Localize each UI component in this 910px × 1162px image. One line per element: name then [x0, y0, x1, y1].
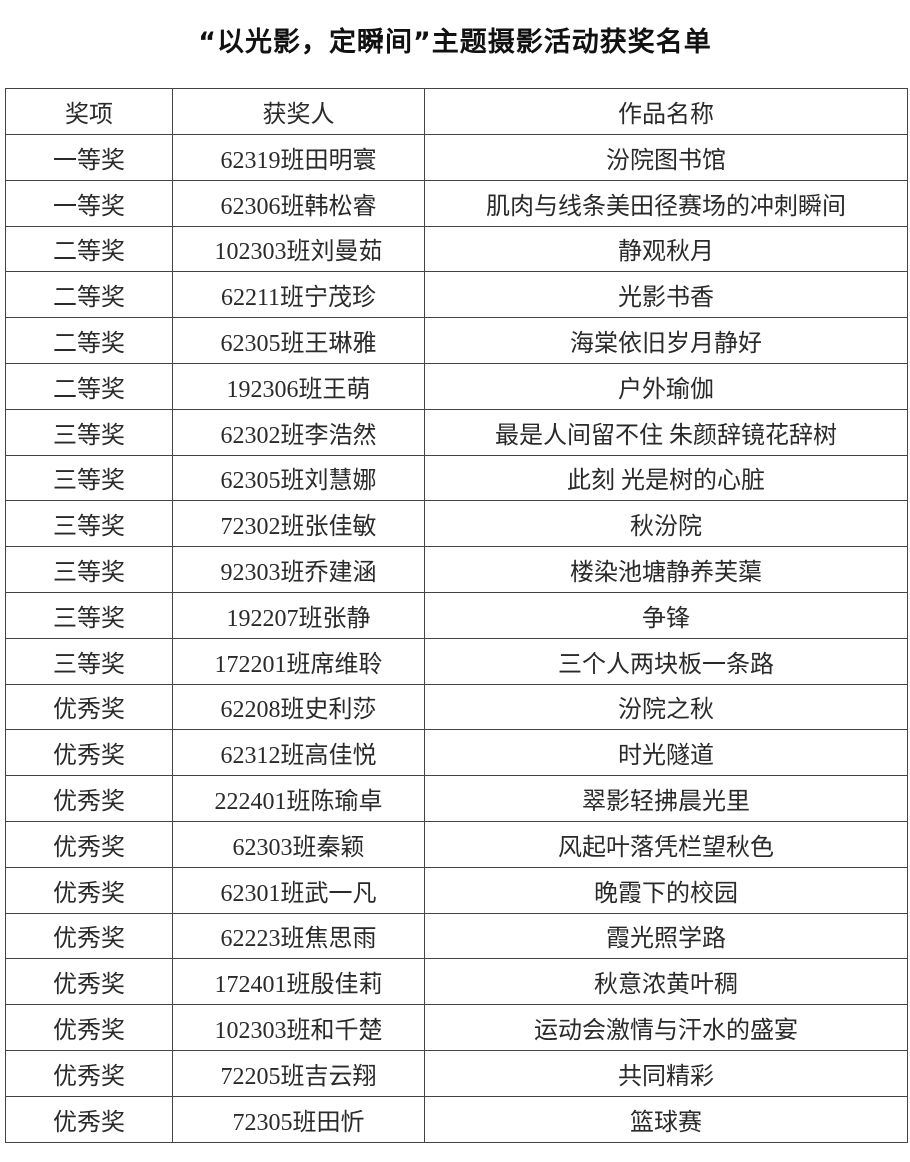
work-title-cell: 汾院之秋 [424, 683, 908, 731]
award-cell: 优秀奖 [5, 1095, 173, 1143]
header-work-title: 作品名称 [424, 88, 908, 135]
work-title-cell: 楼染池塘静养芙蕖 [424, 546, 908, 593]
work-title-cell: 篮球赛 [424, 1095, 908, 1143]
award-cell: 三等奖 [5, 408, 173, 456]
work-title-cell: 霞光照学路 [424, 912, 908, 960]
work-title-cell: 静观秋月 [424, 225, 908, 273]
winner-cell: 192306班王萌 [172, 362, 425, 410]
table-row: 三等奖 72302班张佳敏 秋汾院 [5, 500, 908, 548]
table-row: 一等奖 62306班韩松睿 肌肉与线条美田径赛场的冲刺瞬间 [5, 179, 908, 227]
award-cell: 优秀奖 [5, 958, 173, 1006]
winner-cell: 172201班席维聆 [172, 637, 425, 685]
winner-cell: 172401班殷佳莉 [172, 958, 425, 1006]
document-title: “以光影，定瞬间”主题摄影活动获奖名单 [198, 27, 712, 58]
table-row: 优秀奖 62303班秦颖 风起叶落凭栏望秋色 [5, 820, 908, 868]
work-title-cell: 三个人两块板一条路 [424, 637, 908, 685]
table-row: 优秀奖 62208班史利莎 汾院之秋 [5, 683, 908, 731]
work-title-cell: 汾院图书馆 [424, 134, 908, 181]
table-row: 优秀奖 62223班焦思雨 霞光照学路 [5, 912, 908, 960]
winner-cell: 72302班张佳敏 [172, 500, 425, 548]
work-title-cell: 时光隧道 [424, 729, 908, 777]
award-cell: 一等奖 [5, 134, 173, 181]
work-title-cell: 此刻 光是树的心脏 [424, 454, 908, 502]
work-title-cell: 光影书香 [424, 271, 908, 319]
winner-cell: 72305班田忻 [172, 1095, 425, 1143]
winner-cell: 62312班高佳悦 [172, 729, 425, 777]
table-row: 二等奖 62305班王琳雅 海棠依旧岁月静好 [5, 317, 908, 364]
work-title-cell: 户外瑜伽 [424, 362, 908, 410]
award-cell: 优秀奖 [5, 1004, 173, 1051]
table-row: 二等奖 192306班王萌 户外瑜伽 [5, 362, 908, 410]
header-award: 奖项 [5, 88, 173, 135]
award-cell: 优秀奖 [5, 820, 173, 868]
award-cell: 三等奖 [5, 500, 173, 548]
winner-cell: 102303班刘曼茹 [172, 225, 425, 273]
award-cell: 三等奖 [5, 591, 173, 639]
work-title-cell: 秋意浓黄叶稠 [424, 958, 908, 1006]
award-cell: 优秀奖 [5, 775, 173, 822]
winner-cell: 62302班李浩然 [172, 408, 425, 456]
winner-cell: 102303班和千楚 [172, 1004, 425, 1051]
award-cell: 三等奖 [5, 546, 173, 593]
table-row: 优秀奖 62301班武一凡 晚霞下的校园 [5, 866, 908, 914]
winner-cell: 62319班田明寰 [172, 134, 425, 181]
award-cell: 二等奖 [5, 317, 173, 364]
table-row: 优秀奖 72205班吉云翔 共同精彩 [5, 1049, 908, 1097]
work-title-cell: 共同精彩 [424, 1049, 908, 1097]
award-cell: 二等奖 [5, 362, 173, 410]
table-row: 二等奖 102303班刘曼茹 静观秋月 [5, 225, 908, 273]
table-row: 优秀奖 172401班殷佳莉 秋意浓黄叶稠 [5, 958, 908, 1006]
work-title-cell: 最是人间留不住 朱颜辞镜花辞树 [424, 408, 908, 456]
table-header-row: 奖项 获奖人 作品名称 [5, 88, 908, 135]
award-cell: 二等奖 [5, 271, 173, 319]
table-row: 优秀奖 72305班田忻 篮球赛 [5, 1095, 908, 1143]
award-cell: 二等奖 [5, 225, 173, 273]
table-row: 一等奖 62319班田明寰 汾院图书馆 [5, 134, 908, 181]
table-row: 优秀奖 62312班高佳悦 时光隧道 [5, 729, 908, 777]
work-title-cell: 秋汾院 [424, 500, 908, 548]
table-row: 三等奖 192207班张静 争锋 [5, 591, 908, 639]
award-cell: 优秀奖 [5, 866, 173, 914]
award-cell: 优秀奖 [5, 912, 173, 960]
award-table: 奖项 获奖人 作品名称 一等奖 62319班田明寰 汾院图书馆 一等奖 62306班韩松… [5, 88, 908, 1143]
winner-cell: 62306班韩松睿 [172, 179, 425, 227]
work-title-cell: 晚霞下的校园 [424, 866, 908, 914]
award-cell: 优秀奖 [5, 1049, 173, 1097]
table-row: 二等奖 62211班宁茂珍 光影书香 [5, 271, 908, 319]
work-title-cell: 运动会激情与汗水的盛宴 [424, 1004, 908, 1051]
award-cell: 一等奖 [5, 179, 173, 227]
table-body: 一等奖 62319班田明寰 汾院图书馆 一等奖 62306班韩松睿 肌肉与线条美田径赛场的… [5, 134, 908, 1143]
winner-cell: 62301班武一凡 [172, 866, 425, 914]
header-winner: 获奖人 [172, 88, 425, 135]
winner-cell: 72205班吉云翔 [172, 1049, 425, 1097]
winner-cell: 92303班乔建涵 [172, 546, 425, 593]
award-cell: 三等奖 [5, 637, 173, 685]
table-row: 三等奖 62305班刘慧娜 此刻 光是树的心脏 [5, 454, 908, 502]
work-title-cell: 肌肉与线条美田径赛场的冲刺瞬间 [424, 179, 908, 227]
award-cell: 优秀奖 [5, 683, 173, 731]
table-row: 优秀奖 222401班陈瑜卓 翠影轻拂晨光里 [5, 775, 908, 822]
table-row: 优秀奖 102303班和千楚 运动会激情与汗水的盛宴 [5, 1004, 908, 1051]
winner-cell: 62208班史利莎 [172, 683, 425, 731]
winner-cell: 62223班焦思雨 [172, 912, 425, 960]
work-title-cell: 海棠依旧岁月静好 [424, 317, 908, 364]
winner-cell: 222401班陈瑜卓 [172, 775, 425, 822]
award-cell: 三等奖 [5, 454, 173, 502]
award-cell: 优秀奖 [5, 729, 173, 777]
table-row: 三等奖 92303班乔建涵 楼染池塘静养芙蕖 [5, 546, 908, 593]
winner-cell: 62211班宁茂珍 [172, 271, 425, 319]
winner-cell: 62303班秦颖 [172, 820, 425, 868]
table-row: 三等奖 172201班席维聆 三个人两块板一条路 [5, 637, 908, 685]
winner-cell: 62305班王琳雅 [172, 317, 425, 364]
winner-cell: 62305班刘慧娜 [172, 454, 425, 502]
work-title-cell: 风起叶落凭栏望秋色 [424, 820, 908, 868]
work-title-cell: 翠影轻拂晨光里 [424, 775, 908, 822]
winner-cell: 192207班张静 [172, 591, 425, 639]
table-row: 三等奖 62302班李浩然 最是人间留不住 朱颜辞镜花辞树 [5, 408, 908, 456]
work-title-cell: 争锋 [424, 591, 908, 639]
